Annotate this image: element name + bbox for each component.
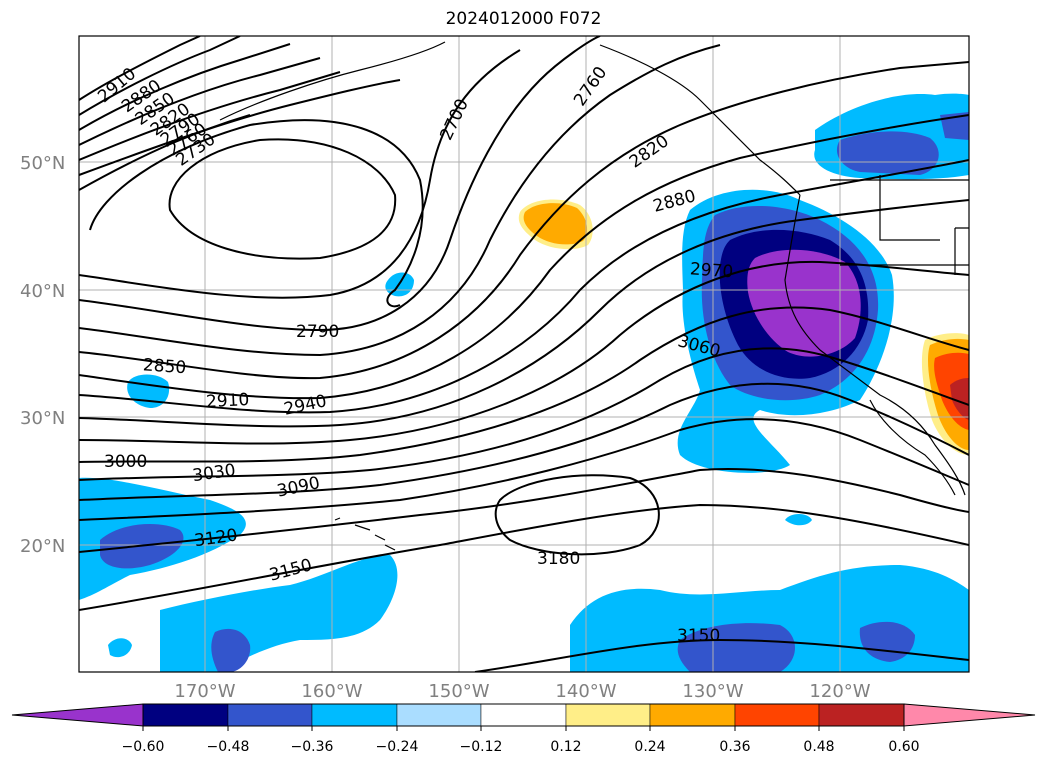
- colorbar-swatch: [396, 703, 482, 727]
- lon-label: 160°W: [301, 681, 362, 702]
- colorbar-tick-label: 0.12: [550, 739, 581, 755]
- latitude-labels: 50°N 40°N 30°N 20°N: [20, 153, 65, 557]
- colorbar-swatch: [818, 703, 905, 727]
- lon-label: 120°W: [809, 681, 870, 702]
- colorbar-extend-low: [11, 703, 144, 727]
- colorbar-tick-label: −0.60: [122, 739, 165, 755]
- lat-label: 20°N: [20, 536, 65, 557]
- lon-label: 130°W: [682, 681, 743, 702]
- colorbar-tick-label: −0.48: [207, 739, 250, 755]
- map-frame: [78, 35, 970, 673]
- colorbar-tick-label: −0.12: [460, 739, 503, 755]
- contour-label: 3000: [104, 452, 147, 472]
- contour-label: 2910: [206, 390, 250, 412]
- lon-label: 150°W: [428, 681, 489, 702]
- colorbar: −0.60 −0.48 −0.36 −0.24 −0.12 0.12 0.24 …: [11, 703, 1036, 755]
- colorbar-ticks: [142, 726, 905, 731]
- colorbar-tick-label: −0.24: [376, 739, 419, 755]
- lon-label: 140°W: [555, 681, 616, 702]
- map-title: 2024012000 F072: [445, 9, 602, 29]
- map-plot-area: 2910 2880 2850 2820 2790 2760 2730 2700 …: [79, 36, 969, 672]
- lat-label: 30°N: [20, 408, 65, 429]
- negative-anomaly-westcoast-purple: [747, 249, 861, 357]
- colorbar-swatch: [480, 703, 567, 727]
- positive-anomaly-centre-orange: [523, 203, 588, 245]
- colorbar-tick-label: 0.36: [719, 739, 750, 755]
- lat-label: 50°N: [20, 153, 65, 174]
- colorbar-tick-label: 0.24: [634, 739, 665, 755]
- contour-label: 3180: [537, 549, 580, 569]
- negative-anomaly-northeast-blue: [836, 131, 939, 175]
- longitude-labels: 170°W 160°W 150°W 140°W 130°W 120°W: [174, 681, 870, 702]
- colorbar-swatch: [227, 703, 313, 727]
- lon-label: 170°W: [174, 681, 235, 702]
- colorbar-tick-label: −0.36: [291, 739, 334, 755]
- colorbar-swatch: [649, 703, 736, 727]
- contour-label: 2790: [296, 322, 339, 342]
- colorbar-swatch: [142, 703, 229, 727]
- negative-anomaly-south-blue: [211, 628, 251, 672]
- colorbar-extend-high: [903, 703, 1036, 727]
- colorbar-swatch: [311, 703, 398, 727]
- negative-anomaly-southeast-blue: [677, 623, 795, 672]
- colorbar-swatch: [565, 703, 651, 727]
- contour-label: 2850: [142, 355, 187, 378]
- colorbar-swatch: [734, 703, 820, 727]
- height-contours: [79, 36, 969, 672]
- positive-anomaly-east-darkred: [950, 378, 969, 420]
- contour-label: 2970: [689, 259, 734, 282]
- negative-anomaly-spot-4: [108, 638, 132, 658]
- coastlines: [219, 41, 969, 551]
- colorbar-tick-label: 0.48: [803, 739, 834, 755]
- contour-label: 3150: [677, 626, 720, 646]
- negative-anomaly-spot-3: [785, 514, 812, 526]
- lat-label: 40°N: [20, 281, 65, 302]
- colorbar-tick-label: 0.60: [888, 739, 919, 755]
